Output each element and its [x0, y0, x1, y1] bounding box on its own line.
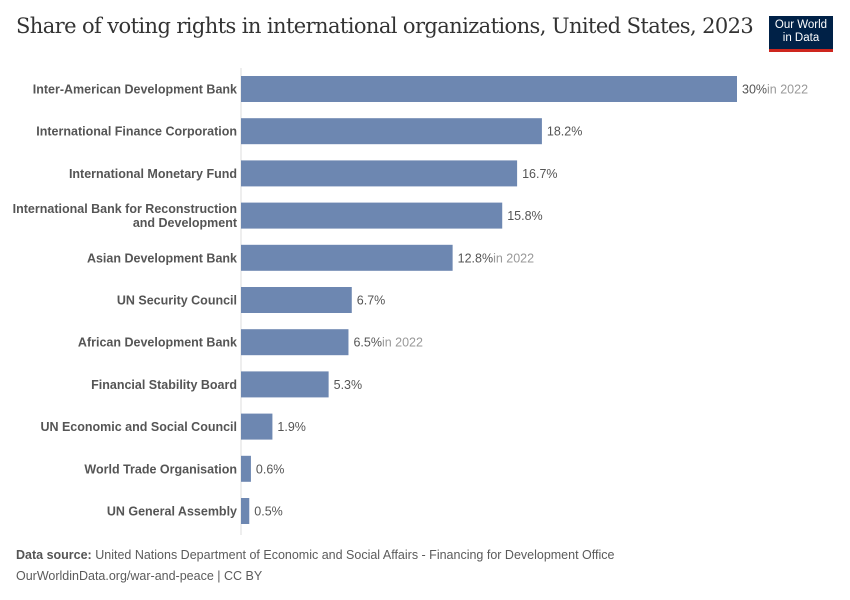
bar[interactable]	[241, 371, 329, 398]
category-label: Financial Stability Board	[91, 378, 237, 392]
category-label: UN Security Council	[117, 294, 237, 308]
bar[interactable]	[241, 76, 737, 102]
bar[interactable]	[241, 413, 273, 440]
bar-chart: Inter-American Development Bank 30%in 202…	[13, 68, 808, 535]
category-label: World Trade Organisation	[84, 462, 237, 476]
value-label: 6.5%in 2022	[353, 336, 423, 350]
bar[interactable]	[241, 118, 542, 145]
chart-title: Share of voting rights in international …	[16, 14, 754, 38]
value-label: 0.6%	[256, 462, 284, 476]
data-source: Data source: United Nations Department o…	[16, 548, 614, 562]
year-note: in 2022	[382, 336, 423, 350]
category-label: UN General Assembly	[107, 505, 237, 519]
category-label: African Development Bank	[78, 336, 237, 350]
bar[interactable]	[241, 160, 518, 187]
source-label: Data source:	[16, 548, 92, 562]
value-label: 0.5%	[254, 505, 283, 519]
value-label: 30%in 2022	[742, 83, 808, 97]
category-label: International Monetary Fund	[69, 167, 237, 181]
bar[interactable]	[241, 287, 352, 313]
year-note: in 2022	[493, 251, 534, 265]
value-label: 5.3%	[334, 378, 363, 392]
value-label: 16.7%	[522, 167, 557, 181]
value-label: 12.8%in 2022	[458, 251, 535, 265]
value-label: 6.7%	[357, 294, 386, 308]
category-label: Inter-American Development Bank	[33, 83, 237, 97]
bar[interactable]	[241, 202, 503, 229]
owid-logo[interactable]: Our World in Data	[769, 16, 833, 52]
category-label: Asian Development Bank	[87, 251, 237, 265]
value-label: 18.2%	[547, 125, 582, 139]
category-label: International Bank for Reconstruction and…	[13, 202, 238, 230]
value-label: 1.9%	[277, 420, 306, 434]
bar[interactable]	[241, 244, 453, 271]
url-license[interactable]: OurWorldinData.org/war-and-peace | CC BY	[16, 569, 263, 583]
logo-line-2: in Data	[782, 32, 820, 44]
source-text[interactable]: United Nations Department of Economic an…	[95, 548, 615, 562]
bar[interactable]	[241, 329, 349, 356]
bar[interactable]	[241, 498, 250, 524]
logo-line-1: Our World	[774, 19, 828, 31]
year-note: in 2022	[767, 83, 808, 97]
category-label: International Finance Corporation	[36, 125, 237, 139]
category-label: UN Economic and Social Council	[40, 420, 237, 434]
value-label: 15.8%	[507, 209, 542, 223]
bar[interactable]	[241, 455, 251, 482]
